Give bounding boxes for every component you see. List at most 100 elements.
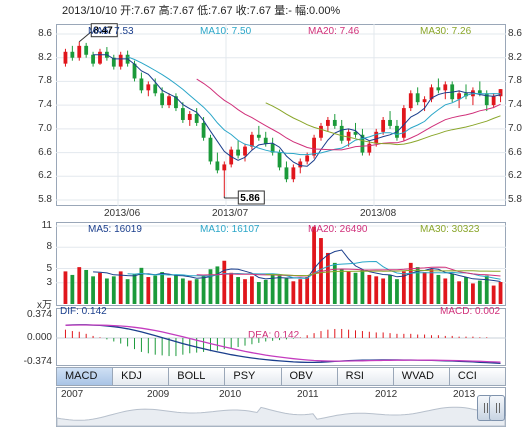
price-ma-label: MA30: 7.26 (420, 26, 472, 37)
indicator-tabs: MACD KDJ BOLL PSY OBV RSI WVAD CCI (56, 367, 506, 386)
candle-body (250, 134, 254, 147)
volume-ma-label: MA20: 26490 (308, 224, 368, 235)
candle-body (491, 96, 496, 106)
price-tick-right: 7.0 (508, 122, 522, 134)
high-marker-text: 8.47 (93, 26, 113, 37)
tab-boll[interactable]: BOLL (169, 368, 226, 385)
candle-body (408, 93, 413, 109)
candle-body (401, 108, 406, 138)
macd-tick-zero: 0.000 (26, 332, 52, 343)
volume-unit: x万 (37, 300, 52, 311)
tab-kdj[interactable]: KDJ (113, 368, 170, 385)
candle-body (77, 45, 82, 58)
volume-bar (477, 280, 482, 304)
volume-tick-left: 11 (41, 220, 52, 231)
tab-rsi[interactable]: RSI (337, 368, 394, 385)
volume-bar (256, 282, 261, 304)
price-tick-right: 8.2 (508, 51, 522, 63)
tab-obv[interactable]: OBV (281, 368, 338, 385)
volume-bar (484, 275, 489, 304)
volume-bar (111, 276, 116, 304)
volume-bar (180, 278, 185, 304)
volume-bar (174, 274, 178, 304)
candle-body (84, 45, 89, 55)
candle-body (63, 51, 68, 64)
dea-label: DEA: 0.142 (248, 330, 300, 341)
price-ma-label: MA20: 7.46 (308, 26, 360, 37)
quote-header: 2013/10/10 开:7.67 高:7.67 低:7.67 收:7.67 量… (62, 5, 341, 17)
candle-body (319, 125, 323, 138)
volume-bar (408, 262, 413, 304)
x-label-july: 2013/07 (212, 208, 249, 219)
x-label-august: 2013/08 (360, 208, 397, 219)
nav-year-2011: 2011 (297, 389, 319, 400)
candle-body (118, 54, 123, 67)
candlestick-chart[interactable]: 8.47 5.86 (56, 23, 506, 206)
candle-body (243, 146, 247, 156)
volume-bar (160, 272, 165, 304)
volume-bar (374, 276, 379, 304)
candle-body (139, 78, 144, 91)
dif-label: DIF: 0.142 (60, 306, 107, 317)
candle-body (436, 87, 441, 91)
volume-bar (215, 266, 220, 304)
range-navigator[interactable]: 2007 2009 2010 2011 2012 2013 (56, 387, 506, 427)
price-tick-left: 5.8 (38, 194, 52, 205)
volume-bar (346, 271, 351, 304)
price-tick-right: 7.8 (508, 75, 522, 87)
volume-bar (194, 279, 199, 304)
candle-body (339, 125, 344, 141)
volume-bar (332, 262, 337, 304)
price-tick-left: 7.0 (38, 122, 52, 134)
volume-bar (395, 279, 399, 304)
candle-body (422, 99, 427, 103)
candle-body (312, 137, 316, 156)
candle-body (284, 167, 289, 180)
volume-bar (498, 282, 503, 304)
volume-bar (491, 285, 496, 304)
volume-bar (457, 281, 462, 304)
navigator-area (56, 406, 506, 427)
candle-body (374, 131, 379, 144)
volume-bar (201, 275, 206, 304)
price-tick-left: 7.8 (38, 75, 52, 87)
volume-bar (353, 272, 358, 304)
nav-year-2013: 2013 (453, 389, 476, 400)
price-tick-left: 8.6 (38, 28, 52, 39)
volume-bar (388, 274, 392, 304)
volume-tick-left: 5 (46, 262, 52, 274)
candle-body (180, 108, 185, 120)
x-label-june: 2013/06 (104, 208, 141, 219)
candle-body (194, 114, 199, 123)
tab-wvad[interactable]: WVAD (393, 368, 450, 385)
candle-body (332, 119, 337, 126)
candle-body (277, 152, 282, 168)
volume-bar (208, 269, 213, 304)
macd-tick-top: 0.374 (26, 309, 52, 320)
price-ma5-line (93, 54, 501, 167)
tab-macd[interactable]: MACD (57, 368, 114, 385)
candle-body (160, 93, 165, 106)
price-ma10-line (127, 56, 501, 156)
candle-body (215, 161, 220, 171)
candle-body (298, 161, 303, 168)
candle-body (174, 96, 178, 109)
volume-bar (146, 277, 151, 304)
volume-ma20-line (196, 266, 501, 277)
volume-ma-label: MA10: 16107 (200, 224, 260, 235)
low-marker-box (237, 190, 265, 205)
navigator-sparkline (56, 406, 506, 427)
volume-chart[interactable] (56, 222, 506, 306)
candle-body (167, 96, 171, 106)
volume-bar (153, 275, 158, 304)
macd-chart[interactable] (56, 308, 506, 366)
tab-psy[interactable]: PSY (225, 368, 282, 385)
tab-cci[interactable]: CCI (449, 368, 505, 385)
volume-bar (167, 277, 171, 304)
volume-ma-label: MA5: 16019 (88, 224, 142, 235)
volume-bar (360, 269, 365, 304)
volume-bar (222, 260, 227, 304)
volume-bar (229, 272, 234, 304)
range-handle-right[interactable] (489, 395, 505, 421)
candle-body (187, 114, 192, 120)
